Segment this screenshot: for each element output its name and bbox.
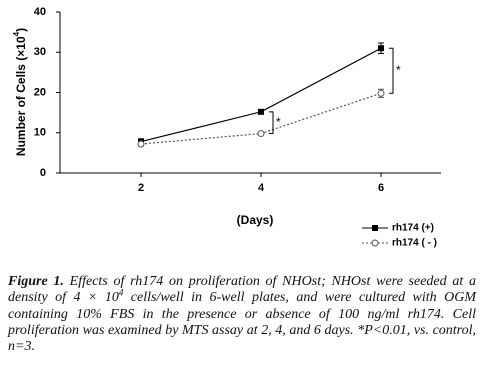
x-tick-label: 4 [258,182,265,194]
x-axis-label: (Days) [237,213,274,227]
y-tick-label: 30 [34,46,46,58]
y-tick-label: 20 [34,86,46,98]
caption-sup: 4 [118,287,124,298]
y-tick-label: 40 [34,6,46,18]
annotation: * [396,63,401,77]
caption-label: Figure 1. [8,274,64,289]
legend-label: rh174 (+) [392,223,434,234]
y-axis-label-end: ) [14,28,28,32]
caption-text: cells/well in 6-well plates, and were cu… [8,290,477,355]
x-tick-label: 6 [378,182,384,194]
y-axis-label-text: Number of Cells (×10 [14,36,28,156]
marker [137,140,145,148]
x-tick-label: 2 [138,182,144,194]
y-tick-label: 0 [40,167,46,179]
marker [378,45,384,52]
significance-bracket [389,47,394,94]
annotation: * [276,115,281,129]
y-tick-label: 10 [34,127,46,139]
chart: (Days) Number of Cells (×104) 0102030402… [12,6,441,249]
caption: Figure 1. Effects of rh174 on proliferat… [8,274,476,355]
series-line [140,47,382,143]
caption-text: Effects of rh174 on proliferation of NHO… [8,274,476,306]
significance-bracket [269,111,274,135]
marker [377,89,385,97]
marker [257,130,265,138]
legend-label: rh174 ( - ) [392,238,437,249]
y-axis-label: Number of Cells (×104) [12,28,28,156]
y-axis-label-sup: 4 [12,31,21,36]
legend-marker [371,239,379,247]
legend-marker [372,225,378,231]
marker [258,108,264,115]
